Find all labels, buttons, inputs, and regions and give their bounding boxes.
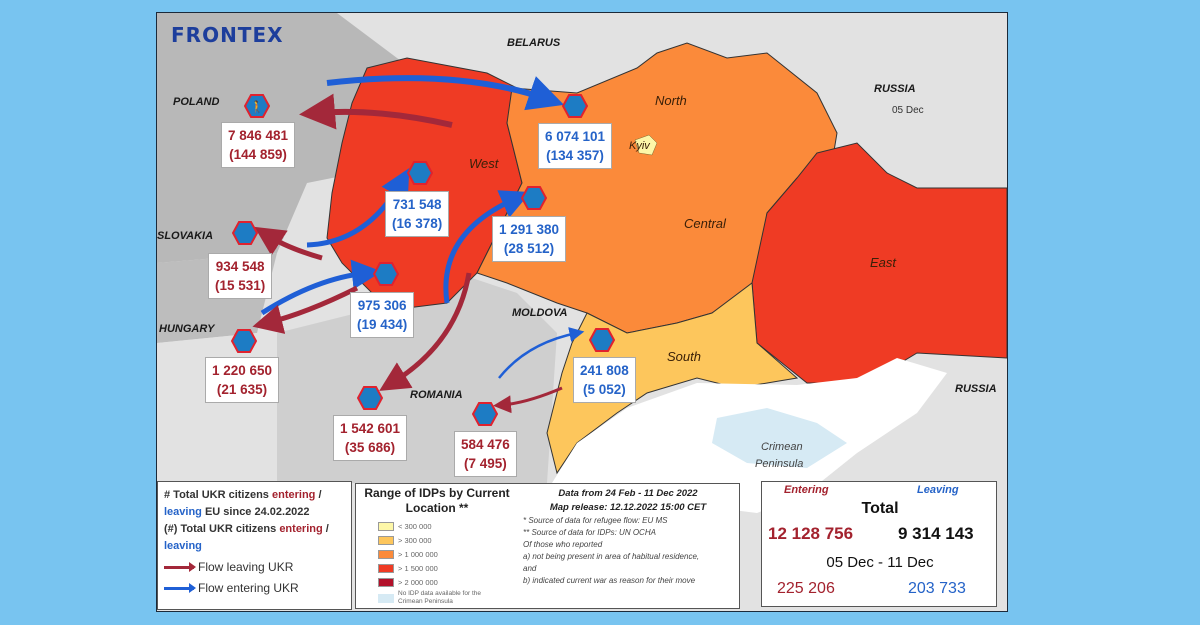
border-crossing-icon	[521, 186, 547, 210]
value-box-hungary: 1 220 650 (21 635)	[205, 357, 280, 403]
border-crossing-icon	[232, 221, 258, 245]
border-crossing-icon	[589, 328, 615, 352]
label-russia-south: RUSSIA	[955, 383, 997, 395]
border-crossing-icon	[562, 94, 588, 118]
idp-legend-title: Range of IDPs by Current Location **	[364, 486, 510, 515]
label-belarus: BELARUS	[507, 37, 561, 49]
idp-legend: Range of IDPs by Current Location ** < 3…	[355, 483, 740, 609]
value-box-north: 6 074 101 (134 357)	[538, 123, 613, 169]
legend-flow-entering: Flow entering UKR	[164, 580, 345, 597]
value-box-south-entering: 241 808 (5 052)	[573, 357, 636, 403]
legend-item: > 2 000 000	[378, 578, 438, 587]
border-crossing-icon	[357, 386, 383, 410]
label-moldova: MOLDOVA	[512, 307, 568, 319]
arrow-poland-entering	[326, 75, 565, 111]
arrow-romania-entering	[443, 190, 531, 304]
totals-box: Entering Leaving Total 12 128 756 9 314 …	[761, 481, 997, 607]
value-box-central-entering: 1 291 380 (28 512)	[492, 216, 567, 262]
leaving-label: Leaving	[917, 484, 959, 496]
border-crossing-icon	[231, 329, 257, 353]
value-box-slovakia: 934 548 (15 531)	[208, 253, 273, 299]
region-label-east: East	[870, 255, 897, 270]
value-box-west-entering: 731 548 (16 378)	[385, 191, 450, 237]
region-label-west: West	[469, 156, 499, 171]
label-peninsula: Peninsula	[755, 458, 804, 470]
blue-arrow-icon	[164, 583, 196, 593]
legend-item: No IDP data available for the Crimean Pe…	[378, 590, 488, 606]
arrow-moldova-entering	[498, 327, 585, 379]
label-crimean: Crimean	[761, 441, 803, 453]
frontex-logo: FRONTEX	[171, 23, 284, 47]
total-leaving: 9 314 143	[898, 524, 974, 543]
legend-flow-leaving: Flow leaving UKR	[164, 559, 345, 576]
total-entering: 12 128 756	[768, 524, 854, 543]
value-box-moldova: 584 476 (7 495)	[454, 431, 517, 477]
crimea	[712, 408, 847, 468]
region-label-south: South	[667, 349, 701, 364]
label-poland: POLAND	[173, 96, 220, 108]
flow-arrows	[252, 75, 585, 414]
map-frame: FRONTEX BELARUS RUSSIA 05 Dec RUSSIA POL…	[156, 12, 1008, 612]
label-hungary: HUNGARY	[159, 323, 215, 335]
value-box-romania: 1 542 601 (35 686)	[333, 415, 408, 461]
value-box-poland: 7 846 481 (144 859)	[221, 122, 296, 168]
legend-item: > 1 500 000	[378, 564, 438, 573]
value-box-west-hungary-entering: 975 306 (19 434)	[350, 292, 415, 338]
kyiv-area	[634, 134, 658, 156]
region-label-north: North	[655, 93, 687, 108]
map-notes: Data from 24 Feb - 11 Dec 2022 Map relea…	[523, 488, 707, 585]
arrow-poland-leaving	[299, 93, 453, 130]
legend-item: > 1 000 000	[378, 550, 438, 559]
border-crossing-icon	[472, 402, 498, 426]
region-label-central: Central	[684, 216, 726, 231]
label-05-dec: 05 Dec	[892, 105, 924, 116]
border-crossing-icon	[407, 161, 433, 185]
arrow-slovakia-leaving	[254, 226, 323, 261]
legend-item: > 300 000	[378, 536, 432, 545]
period-label: 05 Dec - 11 Dec	[826, 554, 934, 571]
arrow-moldova-leaving	[493, 386, 563, 414]
label-russia-north: RUSSIA	[874, 83, 916, 95]
period-leaving: 203 733	[908, 580, 966, 597]
map-canvas	[157, 13, 1007, 611]
border-crossing-icon: 🚶	[244, 94, 270, 118]
label-romania: ROMANIA	[410, 389, 463, 401]
red-arrow-icon	[164, 562, 196, 572]
label-slovakia: SLOVAKIA	[157, 230, 214, 242]
period-entering: 225 206	[777, 580, 835, 597]
entering-label: Entering	[784, 484, 829, 496]
border-crossing-icon	[373, 262, 399, 286]
city-label-kyiv: Kyiv	[629, 140, 650, 152]
flow-legend: # Total UKR citizens entering / leaving …	[157, 481, 352, 610]
legend-item: < 300 000	[378, 522, 432, 531]
svg-text:🚶: 🚶	[250, 100, 265, 114]
arrow-hungary-leaving	[252, 285, 359, 334]
arrow-romania-leaving	[379, 272, 472, 391]
total-label: Total	[861, 500, 899, 517]
